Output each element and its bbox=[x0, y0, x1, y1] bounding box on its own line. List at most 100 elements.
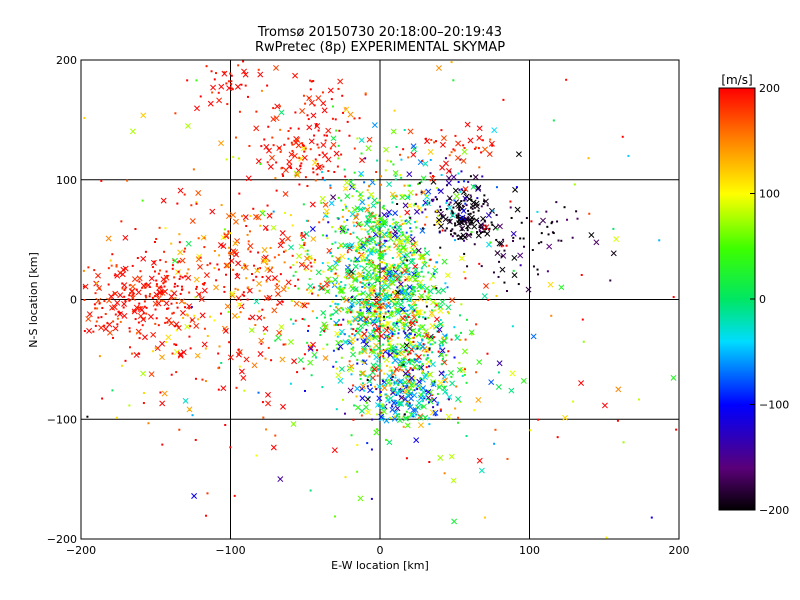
colorbar-strip bbox=[719, 420, 755, 422]
colorbar-strip bbox=[719, 104, 755, 106]
data-point-cross bbox=[402, 370, 409, 377]
data-point-dot bbox=[114, 313, 117, 316]
data-point-dot bbox=[350, 309, 353, 312]
data-point-dot bbox=[384, 305, 387, 308]
data-point-cross bbox=[410, 344, 416, 351]
colorbar-strip bbox=[719, 461, 755, 463]
data-point-dot bbox=[337, 87, 340, 90]
data-point-dot bbox=[368, 374, 371, 377]
data-point-dot bbox=[414, 279, 417, 282]
data-point-dot bbox=[453, 232, 456, 235]
data-point-dot bbox=[160, 286, 163, 289]
data-point-dot bbox=[429, 258, 432, 261]
data-point-dot bbox=[475, 323, 478, 326]
colorbar-strip bbox=[719, 244, 755, 246]
data-point-dot bbox=[434, 210, 437, 213]
colorbar-strip bbox=[719, 440, 755, 442]
data-point-dot bbox=[366, 442, 369, 445]
data-point-dot bbox=[381, 276, 384, 279]
colorbar-strip bbox=[719, 396, 755, 398]
data-point-cross bbox=[286, 158, 293, 165]
data-point-dot bbox=[420, 191, 423, 194]
colorbar-strip bbox=[719, 184, 755, 186]
colorbar-strip bbox=[719, 390, 755, 392]
data-point-dot bbox=[386, 340, 389, 343]
data-point-dot bbox=[382, 302, 385, 305]
data-point-dot bbox=[450, 209, 453, 212]
data-point-cross bbox=[383, 356, 390, 363]
data-point-dot bbox=[356, 213, 359, 216]
data-point-dot bbox=[425, 194, 428, 197]
colorbar-strip bbox=[719, 324, 755, 326]
data-point-dot bbox=[115, 416, 118, 419]
data-point-dot bbox=[344, 203, 347, 206]
data-point-cross bbox=[347, 366, 354, 373]
colorbar-strip bbox=[719, 118, 755, 120]
data-point-cross bbox=[308, 99, 315, 106]
data-point-dot bbox=[261, 209, 264, 212]
data-point-dot bbox=[289, 214, 292, 217]
colorbar-tick-label: 200 bbox=[759, 82, 780, 95]
data-point-dot bbox=[361, 312, 364, 315]
data-point-cross bbox=[496, 360, 503, 367]
data-point-dot bbox=[415, 319, 418, 322]
data-point-dot bbox=[552, 232, 555, 235]
data-point-dot bbox=[472, 211, 475, 214]
data-point-cross bbox=[142, 334, 148, 341]
data-point-dot bbox=[306, 249, 309, 252]
data-point-dot bbox=[306, 219, 309, 222]
data-point-cross bbox=[367, 249, 374, 256]
data-point-dot bbox=[452, 79, 455, 82]
data-point-dot bbox=[157, 272, 160, 275]
data-point-dot bbox=[506, 457, 509, 460]
data-point-dot bbox=[357, 243, 360, 246]
data-point-dot bbox=[197, 318, 200, 321]
colorbar-strip bbox=[719, 487, 755, 489]
data-point-dot bbox=[129, 291, 132, 294]
data-point-dot bbox=[457, 214, 460, 217]
y-tick-label: −200 bbox=[47, 533, 77, 546]
data-point-dot bbox=[434, 309, 437, 312]
data-point-dot bbox=[427, 316, 430, 319]
data-point-dot bbox=[385, 364, 388, 367]
data-point-dot bbox=[512, 269, 515, 272]
data-point-dot bbox=[228, 341, 231, 344]
colorbar-strip bbox=[719, 275, 755, 277]
colorbar-strip bbox=[719, 386, 755, 388]
data-point-dot bbox=[536, 268, 539, 271]
data-point-dot bbox=[194, 296, 197, 299]
data-point-dot bbox=[379, 221, 382, 224]
data-point-cross bbox=[407, 128, 414, 135]
data-point-dot bbox=[391, 222, 394, 225]
data-point-dot bbox=[382, 267, 385, 270]
data-point-cross bbox=[388, 279, 395, 286]
data-point-dot bbox=[380, 175, 383, 178]
data-point-dot bbox=[342, 308, 345, 311]
data-point-dot bbox=[383, 262, 386, 265]
data-point-cross bbox=[325, 127, 332, 134]
data-point-dot bbox=[319, 334, 322, 337]
data-point-dot bbox=[551, 220, 554, 223]
data-point-dot bbox=[511, 325, 514, 328]
data-point-cross bbox=[382, 279, 389, 286]
data-point-dot bbox=[377, 315, 380, 318]
data-point-dot bbox=[287, 137, 290, 140]
data-point-dot bbox=[351, 341, 354, 344]
data-point-dot bbox=[262, 416, 265, 419]
data-point-dot bbox=[372, 215, 375, 218]
data-point-cross bbox=[241, 68, 247, 75]
data-point-dot bbox=[173, 276, 176, 279]
colorbar-strip bbox=[719, 187, 755, 189]
data-point-cross bbox=[395, 266, 402, 272]
data-point-dot bbox=[407, 304, 410, 307]
data-point-dot bbox=[329, 252, 332, 255]
data-point-dot bbox=[550, 314, 553, 317]
data-point-dot bbox=[476, 197, 479, 200]
data-point-dot bbox=[239, 311, 242, 314]
data-point-cross bbox=[408, 305, 414, 312]
data-point-dot bbox=[380, 261, 383, 264]
data-point-dot bbox=[282, 250, 285, 253]
data-point-dot bbox=[373, 327, 376, 330]
colorbar-strip bbox=[719, 326, 755, 328]
data-point-dot bbox=[492, 282, 495, 285]
